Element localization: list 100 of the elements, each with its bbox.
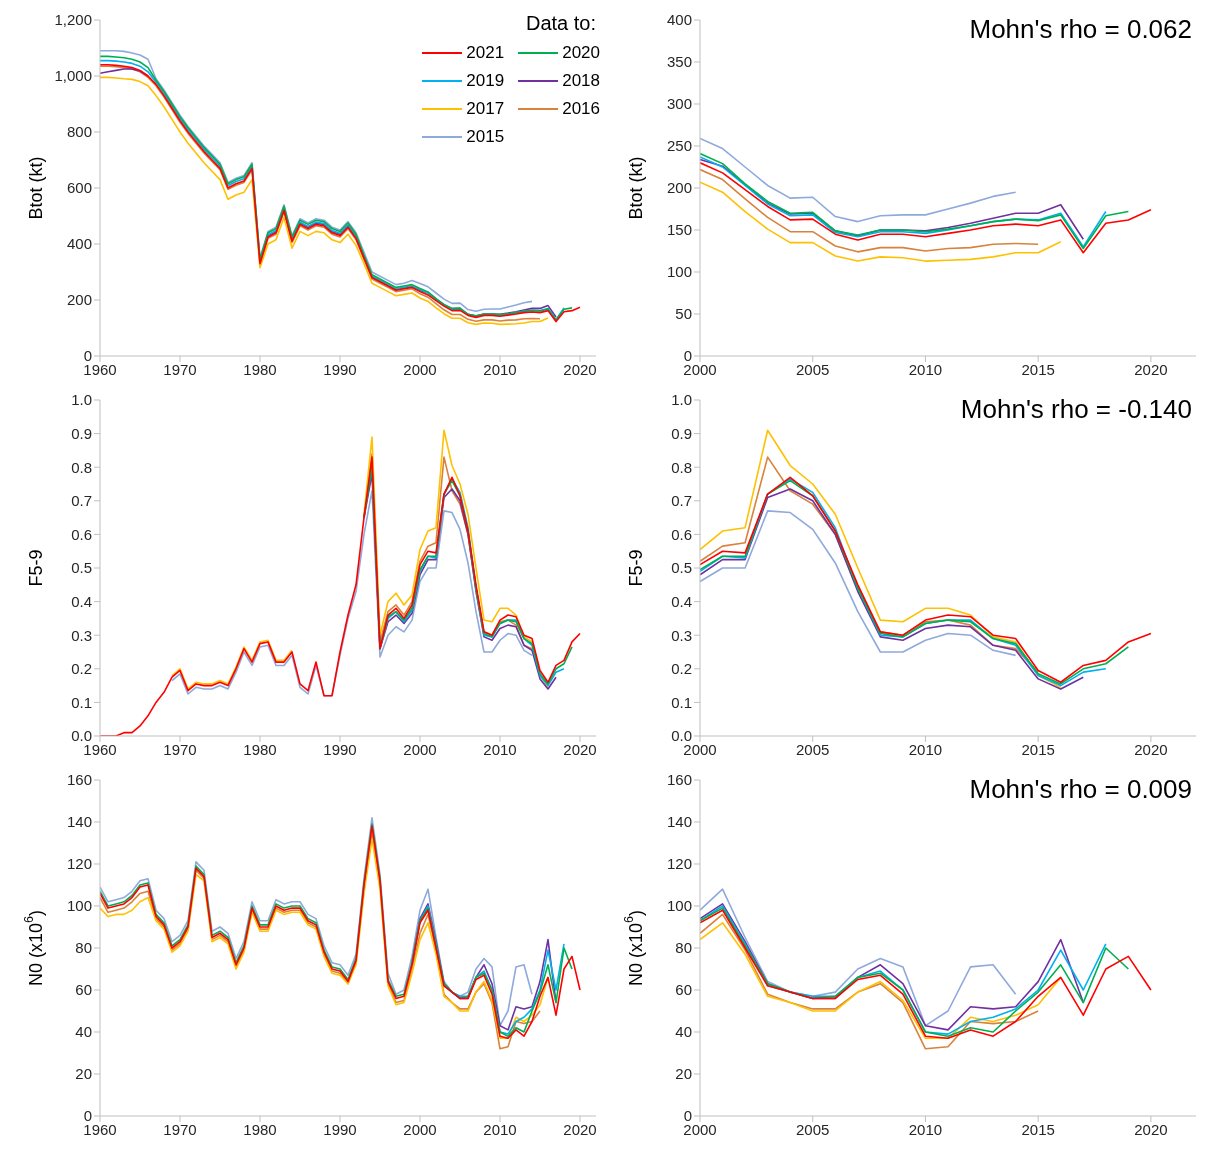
y-tick-label: 0.2 (71, 660, 92, 678)
x-tick-label: 2005 (796, 1120, 830, 1138)
x-tick-label: 2010 (483, 1120, 517, 1138)
y-tick-label: 0.9 (671, 424, 692, 442)
y-tick-label: 400 (666, 11, 692, 29)
y-tick-label: 160 (66, 771, 92, 789)
y-tick-label: 20 (75, 1065, 92, 1083)
y-tick-label: 100 (66, 897, 92, 915)
x-tick-label: 1970 (163, 740, 197, 758)
y-tick-label: 60 (675, 981, 692, 999)
line-series (700, 888, 1017, 1027)
y-tick-label: 20 (675, 1065, 692, 1083)
y-tick-label: 0.4 (71, 592, 92, 610)
y-tick-label: 0.6 (671, 525, 692, 543)
y-tick-label: 140 (666, 813, 692, 831)
line-series (700, 922, 1062, 1040)
y-tick-label: 0.8 (671, 458, 692, 476)
y-tick-label: 400 (66, 235, 92, 253)
line-series (700, 510, 1017, 657)
x-tick-label: 1990 (323, 360, 357, 378)
legend-label: 2016 (562, 99, 600, 119)
y-tick-label: 0.5 (671, 559, 692, 577)
x-tick-label: 2000 (403, 360, 437, 378)
x-tick-label: 2010 (908, 360, 943, 378)
line-series (700, 168, 1039, 253)
x-tick-label: 1980 (243, 1120, 277, 1138)
x-tick-label: 1980 (243, 740, 277, 758)
x-tick-label: 2005 (796, 360, 830, 378)
annotation: Mohn's rho = -0.140 (960, 394, 1192, 425)
legend-label: 2017 (466, 99, 505, 119)
y-tick-label: 160 (666, 771, 692, 789)
y-axis-title: Btot (kt) (26, 156, 46, 220)
legend-label: 2020 (562, 43, 600, 63)
x-tick-label: 2015 (1021, 360, 1055, 378)
y-tick-label: 80 (675, 939, 692, 957)
legend-label: 2019 (466, 71, 505, 91)
annotation: Mohn's rho = 0.062 (969, 14, 1192, 45)
y-tick-label: 100 (666, 897, 692, 915)
x-tick-label: 2015 (1021, 1120, 1055, 1138)
y-tick-label: 1.0 (671, 391, 692, 409)
y-axis-title: Btot (kt) (626, 156, 646, 220)
y-tick-label: 60 (75, 981, 92, 999)
y-tick-label: 120 (666, 855, 692, 873)
x-tick-label: 1990 (323, 740, 357, 758)
line-series (700, 429, 1062, 689)
x-tick-label: 2020 (1134, 740, 1168, 758)
y-tick-label: 100 (666, 263, 692, 281)
y-axis-title: F5-9 (26, 549, 46, 587)
y-axis-title: F5-9 (626, 549, 646, 587)
y-tick-label: 0.6 (71, 525, 92, 543)
y-tick-label: 0.2 (671, 660, 692, 678)
y-tick-label: 0.8 (71, 458, 92, 476)
x-tick-label: 2010 (483, 360, 517, 378)
y-tick-label: 1,200 (54, 11, 92, 29)
x-tick-label: 1980 (243, 360, 277, 378)
legend-label: 2018 (562, 71, 600, 91)
legend-label: 2021 (466, 43, 505, 63)
legend-title: Data to: (524, 12, 597, 35)
y-tick-label: 150 (666, 221, 692, 239)
x-tick-label: 1990 (323, 1120, 357, 1138)
annotation: Mohn's rho = 0.009 (969, 774, 1192, 805)
x-tick-label: 2010 (483, 740, 517, 758)
y-tick-label: 250 (666, 137, 692, 155)
y-tick-label: 200 (666, 179, 692, 197)
x-tick-label: 2005 (796, 740, 830, 758)
x-tick-label: 2015 (1021, 740, 1055, 758)
x-tick-label: 2020 (1134, 1120, 1168, 1138)
x-tick-label: 2020 (563, 740, 597, 758)
line-series (700, 913, 1039, 1050)
x-tick-label: 2000 (403, 1120, 437, 1138)
y-tick-label: 1,000 (54, 67, 92, 85)
y-tick-label: 0.3 (71, 626, 92, 644)
line-series (700, 162, 1152, 254)
y-tick-label: 0.1 (671, 693, 692, 711)
x-tick-label: 1970 (163, 360, 197, 378)
y-tick-label: 0.7 (71, 492, 92, 510)
y-tick-label: 0.3 (671, 626, 692, 644)
y-tick-label: 200 (66, 291, 92, 309)
legend-label: 2015 (466, 127, 505, 147)
y-tick-label: 140 (66, 813, 92, 831)
y-tick-label: 40 (75, 1023, 92, 1041)
x-tick-label: 2000 (403, 740, 437, 758)
x-tick-label: 2010 (908, 740, 943, 758)
y-tick-label: 800 (66, 123, 92, 141)
x-tick-label: 2020 (563, 360, 597, 378)
x-tick-label: 1970 (163, 1120, 197, 1138)
y-tick-label: 80 (75, 939, 92, 957)
x-tick-label: 2020 (1134, 360, 1168, 378)
line-series (171, 489, 533, 697)
y-tick-label: 120 (66, 855, 92, 873)
y-tick-label: 300 (666, 95, 692, 113)
x-tick-label: 2020 (563, 1120, 597, 1138)
y-tick-label: 50 (675, 305, 692, 323)
line-series (700, 137, 1017, 223)
y-tick-label: 350 (666, 53, 692, 71)
x-tick-label: 2010 (908, 1120, 943, 1138)
y-tick-label: 0.1 (71, 693, 92, 711)
y-tick-label: 0.5 (71, 559, 92, 577)
y-tick-label: 0.7 (671, 492, 692, 510)
y-tick-label: 40 (675, 1023, 692, 1041)
